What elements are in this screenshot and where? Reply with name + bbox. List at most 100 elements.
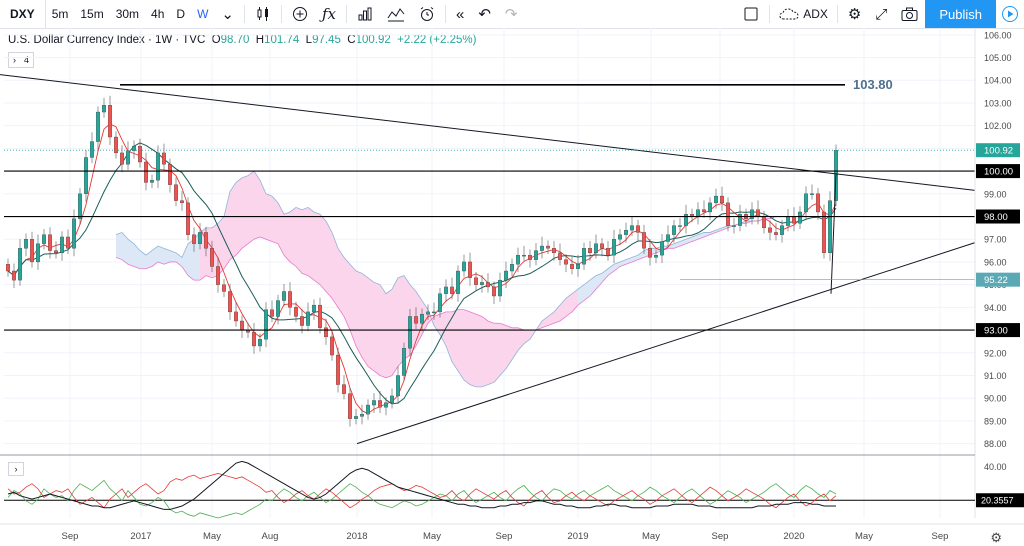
candle-up (522, 254, 526, 257)
chevron-right-icon[interactable]: › (8, 462, 24, 476)
ichimoku-cloud-segment (512, 327, 518, 360)
candle-up (150, 180, 154, 183)
candle-down (54, 250, 58, 254)
play-icon[interactable] (996, 0, 1024, 28)
symbol-search[interactable]: DXY (0, 0, 46, 28)
candle-down (762, 216, 766, 229)
ichimoku-cloud-segment (572, 289, 578, 312)
candle-up (810, 193, 814, 195)
candle-down (492, 286, 496, 297)
ichimoku-cloud-segment (626, 257, 632, 265)
indicator-template-icon[interactable] (380, 0, 412, 28)
low-value: 97.45 (312, 34, 341, 46)
high-label: H (255, 34, 265, 46)
ichimoku-cloud-segment (266, 193, 272, 242)
candle-up (618, 234, 622, 240)
candle-up (402, 348, 406, 376)
fullscreen-icon[interactable]: ⤢ (875, 5, 888, 23)
y-tick-label: 91.00 (984, 371, 1007, 381)
ichimoku-cloud-segment (236, 177, 242, 256)
candle-down (552, 248, 556, 254)
ichimoku-cloud-segment (740, 221, 746, 224)
interval-15m[interactable]: 15m (80, 7, 104, 21)
toolbar-divider (243, 5, 245, 23)
fast-ma-line (7, 123, 837, 415)
interval-d[interactable]: D (176, 7, 186, 21)
indicator-tick-label: 40.00 (984, 462, 1007, 472)
candle-up (498, 279, 502, 297)
undo-icon[interactable]: ↶ (478, 6, 491, 23)
ichimoku-cloud-segment (620, 259, 626, 267)
candle-up (534, 250, 538, 260)
slow-ma-line (7, 142, 837, 405)
y-tick-label: 101.00 (984, 144, 1012, 154)
y-tick-label: 97.00 (984, 235, 1007, 245)
interval-4h[interactable]: 4h (151, 7, 165, 21)
candle-up (798, 211, 802, 224)
candle-up (678, 225, 682, 227)
interval-30m[interactable]: 30m (115, 7, 140, 21)
candle-up (444, 286, 448, 294)
toolbar-divider (346, 5, 347, 23)
candle-down (168, 164, 172, 185)
camera-icon[interactable] (894, 0, 925, 28)
ichimoku-cloud-segment (224, 191, 230, 269)
candle-down (726, 202, 730, 226)
ichimoku-cloud-segment (320, 214, 326, 292)
candle-down (558, 252, 562, 260)
candle-down (144, 161, 148, 183)
publish-button[interactable]: Publish (925, 0, 996, 28)
candle-down (240, 320, 244, 331)
candle-up (804, 193, 808, 213)
candle-up (420, 314, 424, 324)
bar-chart-icon[interactable] (350, 0, 380, 28)
ichimoku-cloud-segment (608, 264, 614, 276)
chevron-down-icon[interactable]: ⌄ (221, 6, 234, 23)
ichimoku-cloud-segment (344, 257, 350, 331)
ichimoku-cloud-segment (476, 314, 482, 387)
candle-up (396, 375, 400, 397)
indicator-level-label: 20.3557 (981, 496, 1014, 506)
ichimoku-cloud-segment (326, 221, 332, 299)
replay-icon[interactable]: « (456, 5, 465, 23)
y-tick-label: 90.00 (984, 394, 1007, 404)
ichimoku-cloud-segment (746, 221, 752, 224)
interval-5m[interactable]: 5m (51, 7, 69, 21)
ichimoku-cloud-segment (182, 243, 188, 276)
candles-icon[interactable] (248, 0, 278, 28)
settings-gear-icon[interactable]: ⚙ (990, 530, 1002, 545)
candle-up (438, 293, 442, 313)
ichimoku-cloud-segment (656, 246, 662, 253)
price-label-text: 98.00 (984, 212, 1008, 223)
candle-down (474, 277, 478, 285)
ichimoku-cloud-segment (650, 248, 656, 256)
y-tick-label: 105.00 (984, 53, 1012, 63)
ichimoku-cloud-segment (332, 232, 338, 308)
indicator-collapse-button[interactable]: › 4 (8, 52, 34, 68)
compare-selector[interactable]: ADX (773, 0, 834, 28)
ichimoku-cloud-segment (566, 293, 572, 317)
y-tick-label: 92.00 (984, 348, 1007, 358)
y-tick-label: 104.00 (984, 76, 1012, 86)
candle-up (828, 200, 832, 254)
alert-icon[interactable] (412, 0, 442, 28)
candle-up (390, 395, 394, 403)
ichimoku-cloud-segment (146, 250, 152, 269)
ichimoku-cloud-segment (164, 248, 170, 265)
ichimoku-cloud-segment (722, 225, 728, 231)
interval-w[interactable]: W (197, 7, 209, 21)
candle-up (582, 248, 586, 265)
candle-up (18, 248, 22, 281)
add-compare-icon[interactable] (285, 0, 315, 28)
gear-icon[interactable]: ⚙ (847, 6, 862, 23)
layout-icon[interactable] (736, 0, 766, 28)
candle-up (630, 225, 634, 231)
lower-trendline (356, 242, 976, 445)
ichimoku-cloud-segment (242, 175, 248, 249)
candle-down (114, 136, 118, 154)
fx-icon[interactable]: ƒx (321, 5, 336, 23)
redo-icon[interactable]: ↷ (504, 6, 518, 23)
candle-down (774, 232, 778, 235)
ichimoku-cloud-segment (530, 330, 536, 340)
